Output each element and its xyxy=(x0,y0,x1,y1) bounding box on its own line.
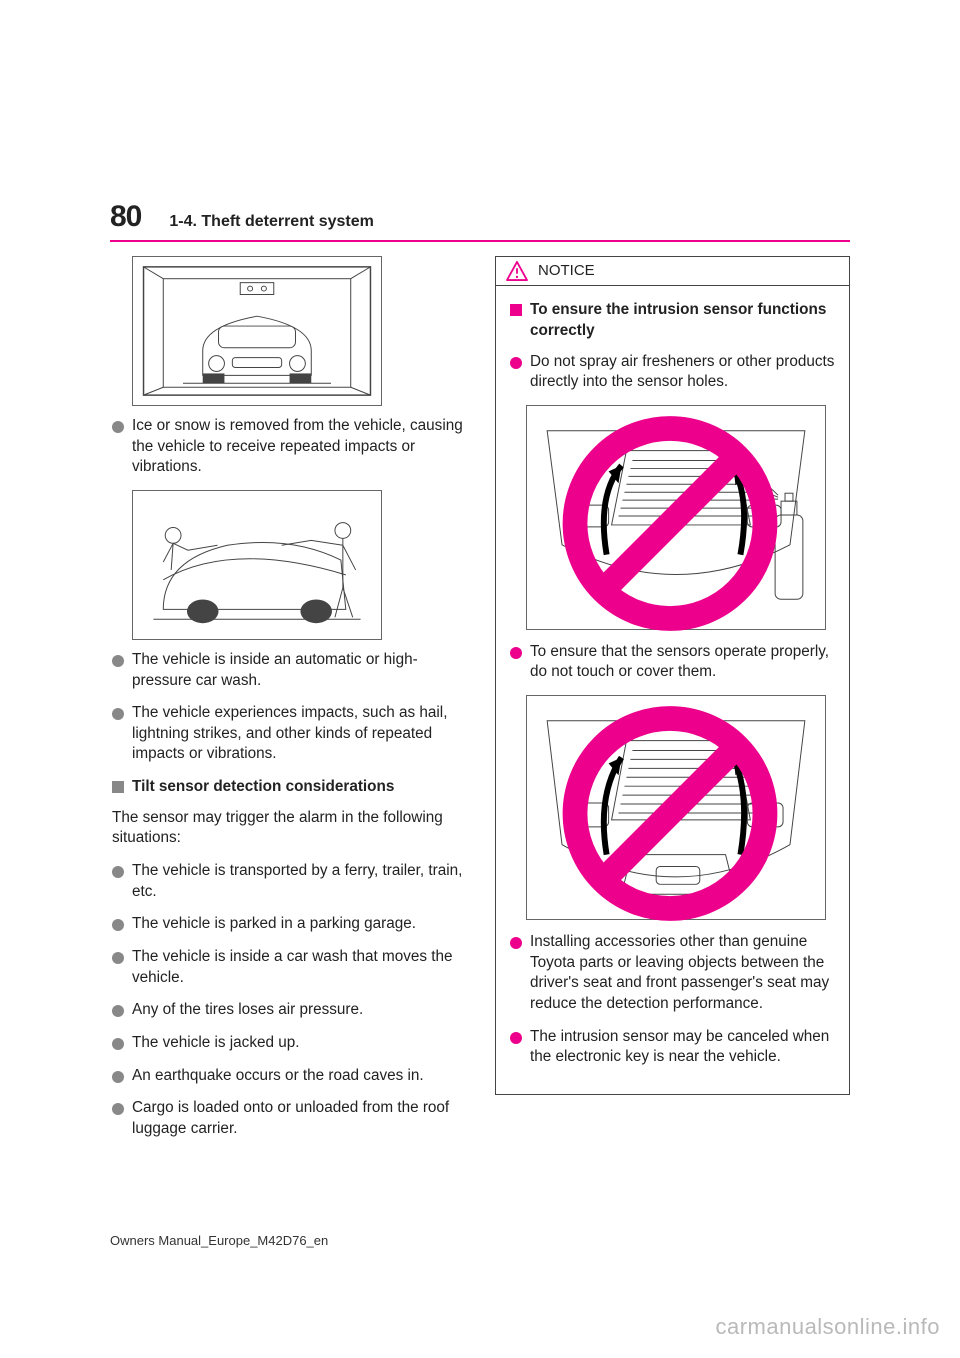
prohibited-icon xyxy=(521,412,819,635)
notice-box: NOTICE To ensure the intrusion sensor fu… xyxy=(495,256,850,1095)
subheading-text: Tilt sensor detection considerations xyxy=(132,777,465,798)
bullet-text: The vehicle is parked in a parking garag… xyxy=(132,914,465,935)
bullet-text: Cargo is loaded onto or unloaded from th… xyxy=(132,1098,465,1139)
bullet-text: The vehicle is jacked up. xyxy=(132,1033,465,1054)
figure-snow-removal xyxy=(132,490,382,640)
bullet-item: The vehicle is parked in a parking garag… xyxy=(110,914,465,935)
two-people-scraping-snow-illustration xyxy=(133,491,381,639)
figure-touch-prohibited xyxy=(526,695,826,920)
bullet-item: The vehicle is jacked up. xyxy=(110,1033,465,1054)
manual-page: 80 1-4. Theft deterrent system xyxy=(0,0,960,1358)
bullet-text: Any of the tires loses air pressure. xyxy=(132,1000,465,1021)
car-in-garage-illustration xyxy=(133,257,381,405)
left-column: Ice or snow is removed from the vehicle,… xyxy=(110,256,465,1151)
bullet-item: Any of the tires loses air pressure. xyxy=(110,1000,465,1021)
bullet-item: The vehicle experiences impacts, such as… xyxy=(110,703,465,765)
bullet-item: An earthquake occurs or the road caves i… xyxy=(110,1066,465,1087)
bullet-dot-icon xyxy=(112,866,124,878)
bullet-text: To ensure that the sensors operate prope… xyxy=(530,642,837,683)
bullet-text: Ice or snow is removed from the vehicle,… xyxy=(132,416,465,478)
bullet-item: Do not spray air fresheners or other pro… xyxy=(508,352,837,393)
bullet-dot-icon xyxy=(112,708,124,720)
notice-heading-text: To ensure the intrusion sensor functions… xyxy=(530,300,837,341)
bullet-dot-icon xyxy=(112,1005,124,1017)
bullet-dot-icon xyxy=(112,1071,124,1083)
bullet-text: Do not spray air fresheners or other pro… xyxy=(530,352,837,393)
page-number: 80 xyxy=(110,200,141,234)
subheading: Tilt sensor detection considerations xyxy=(110,777,465,798)
bullet-dot-icon xyxy=(112,421,124,433)
bullet-dot-icon xyxy=(112,655,124,667)
bullet-dot-icon xyxy=(510,1032,522,1044)
bullet-item: The vehicle is inside a car wash that mo… xyxy=(110,947,465,988)
bullet-text: The vehicle experiences impacts, such as… xyxy=(132,703,465,765)
figure-car-in-garage xyxy=(132,256,382,406)
footer-manual-id: Owners Manual_Europe_M42D76_en xyxy=(110,1233,328,1248)
bullet-dot-icon xyxy=(112,1103,124,1115)
header-rule xyxy=(110,240,850,242)
bullet-text: An earthquake occurs or the road caves i… xyxy=(132,1066,465,1087)
right-column: NOTICE To ensure the intrusion sensor fu… xyxy=(495,256,850,1151)
paragraph: The sensor may trigger the alarm in the … xyxy=(112,808,465,849)
bullet-text: The vehicle is inside an automatic or hi… xyxy=(132,650,465,691)
bullet-item: The intrusion sensor may be canceled whe… xyxy=(508,1027,837,1068)
bullet-dot-icon xyxy=(510,647,522,659)
bullet-dot-icon xyxy=(510,357,522,369)
square-marker-icon xyxy=(112,781,124,793)
bullet-item: The vehicle is inside an automatic or hi… xyxy=(110,650,465,691)
prohibited-icon xyxy=(521,702,819,925)
footer-watermark: carmanualsonline.info xyxy=(715,1314,940,1340)
square-marker-icon xyxy=(510,304,522,316)
notice-heading: To ensure the intrusion sensor functions… xyxy=(508,300,837,341)
warning-triangle-icon xyxy=(506,261,528,281)
bullet-item: Cargo is loaded onto or unloaded from th… xyxy=(110,1098,465,1139)
bullet-item: Installing accessories other than genuin… xyxy=(508,932,837,1015)
content-columns: Ice or snow is removed from the vehicle,… xyxy=(110,256,850,1151)
bullet-dot-icon xyxy=(112,1038,124,1050)
bullet-item: Ice or snow is removed from the vehicle,… xyxy=(110,416,465,478)
bullet-text: The vehicle is inside a car wash that mo… xyxy=(132,947,465,988)
bullet-text: The vehicle is transported by a ferry, t… xyxy=(132,861,465,902)
bullet-text: Installing accessories other than genuin… xyxy=(530,932,837,1015)
notice-label: NOTICE xyxy=(538,261,595,281)
bullet-text: The intrusion sensor may be canceled whe… xyxy=(530,1027,837,1068)
bullet-item: The vehicle is transported by a ferry, t… xyxy=(110,861,465,902)
figure-spray-prohibited xyxy=(526,405,826,630)
bullet-dot-icon xyxy=(112,952,124,964)
bullet-dot-icon xyxy=(112,919,124,931)
section-title: 1-4. Theft deterrent system xyxy=(169,213,374,231)
notice-body: To ensure the intrusion sensor functions… xyxy=(496,286,849,1094)
page-header: 80 1-4. Theft deterrent system xyxy=(110,200,850,234)
notice-header: NOTICE xyxy=(496,257,849,286)
bullet-item: To ensure that the sensors operate prope… xyxy=(508,642,837,683)
bullet-dot-icon xyxy=(510,937,522,949)
